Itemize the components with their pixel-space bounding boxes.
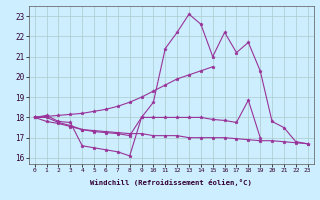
X-axis label: Windchill (Refroidissement éolien,°C): Windchill (Refroidissement éolien,°C) <box>90 179 252 186</box>
